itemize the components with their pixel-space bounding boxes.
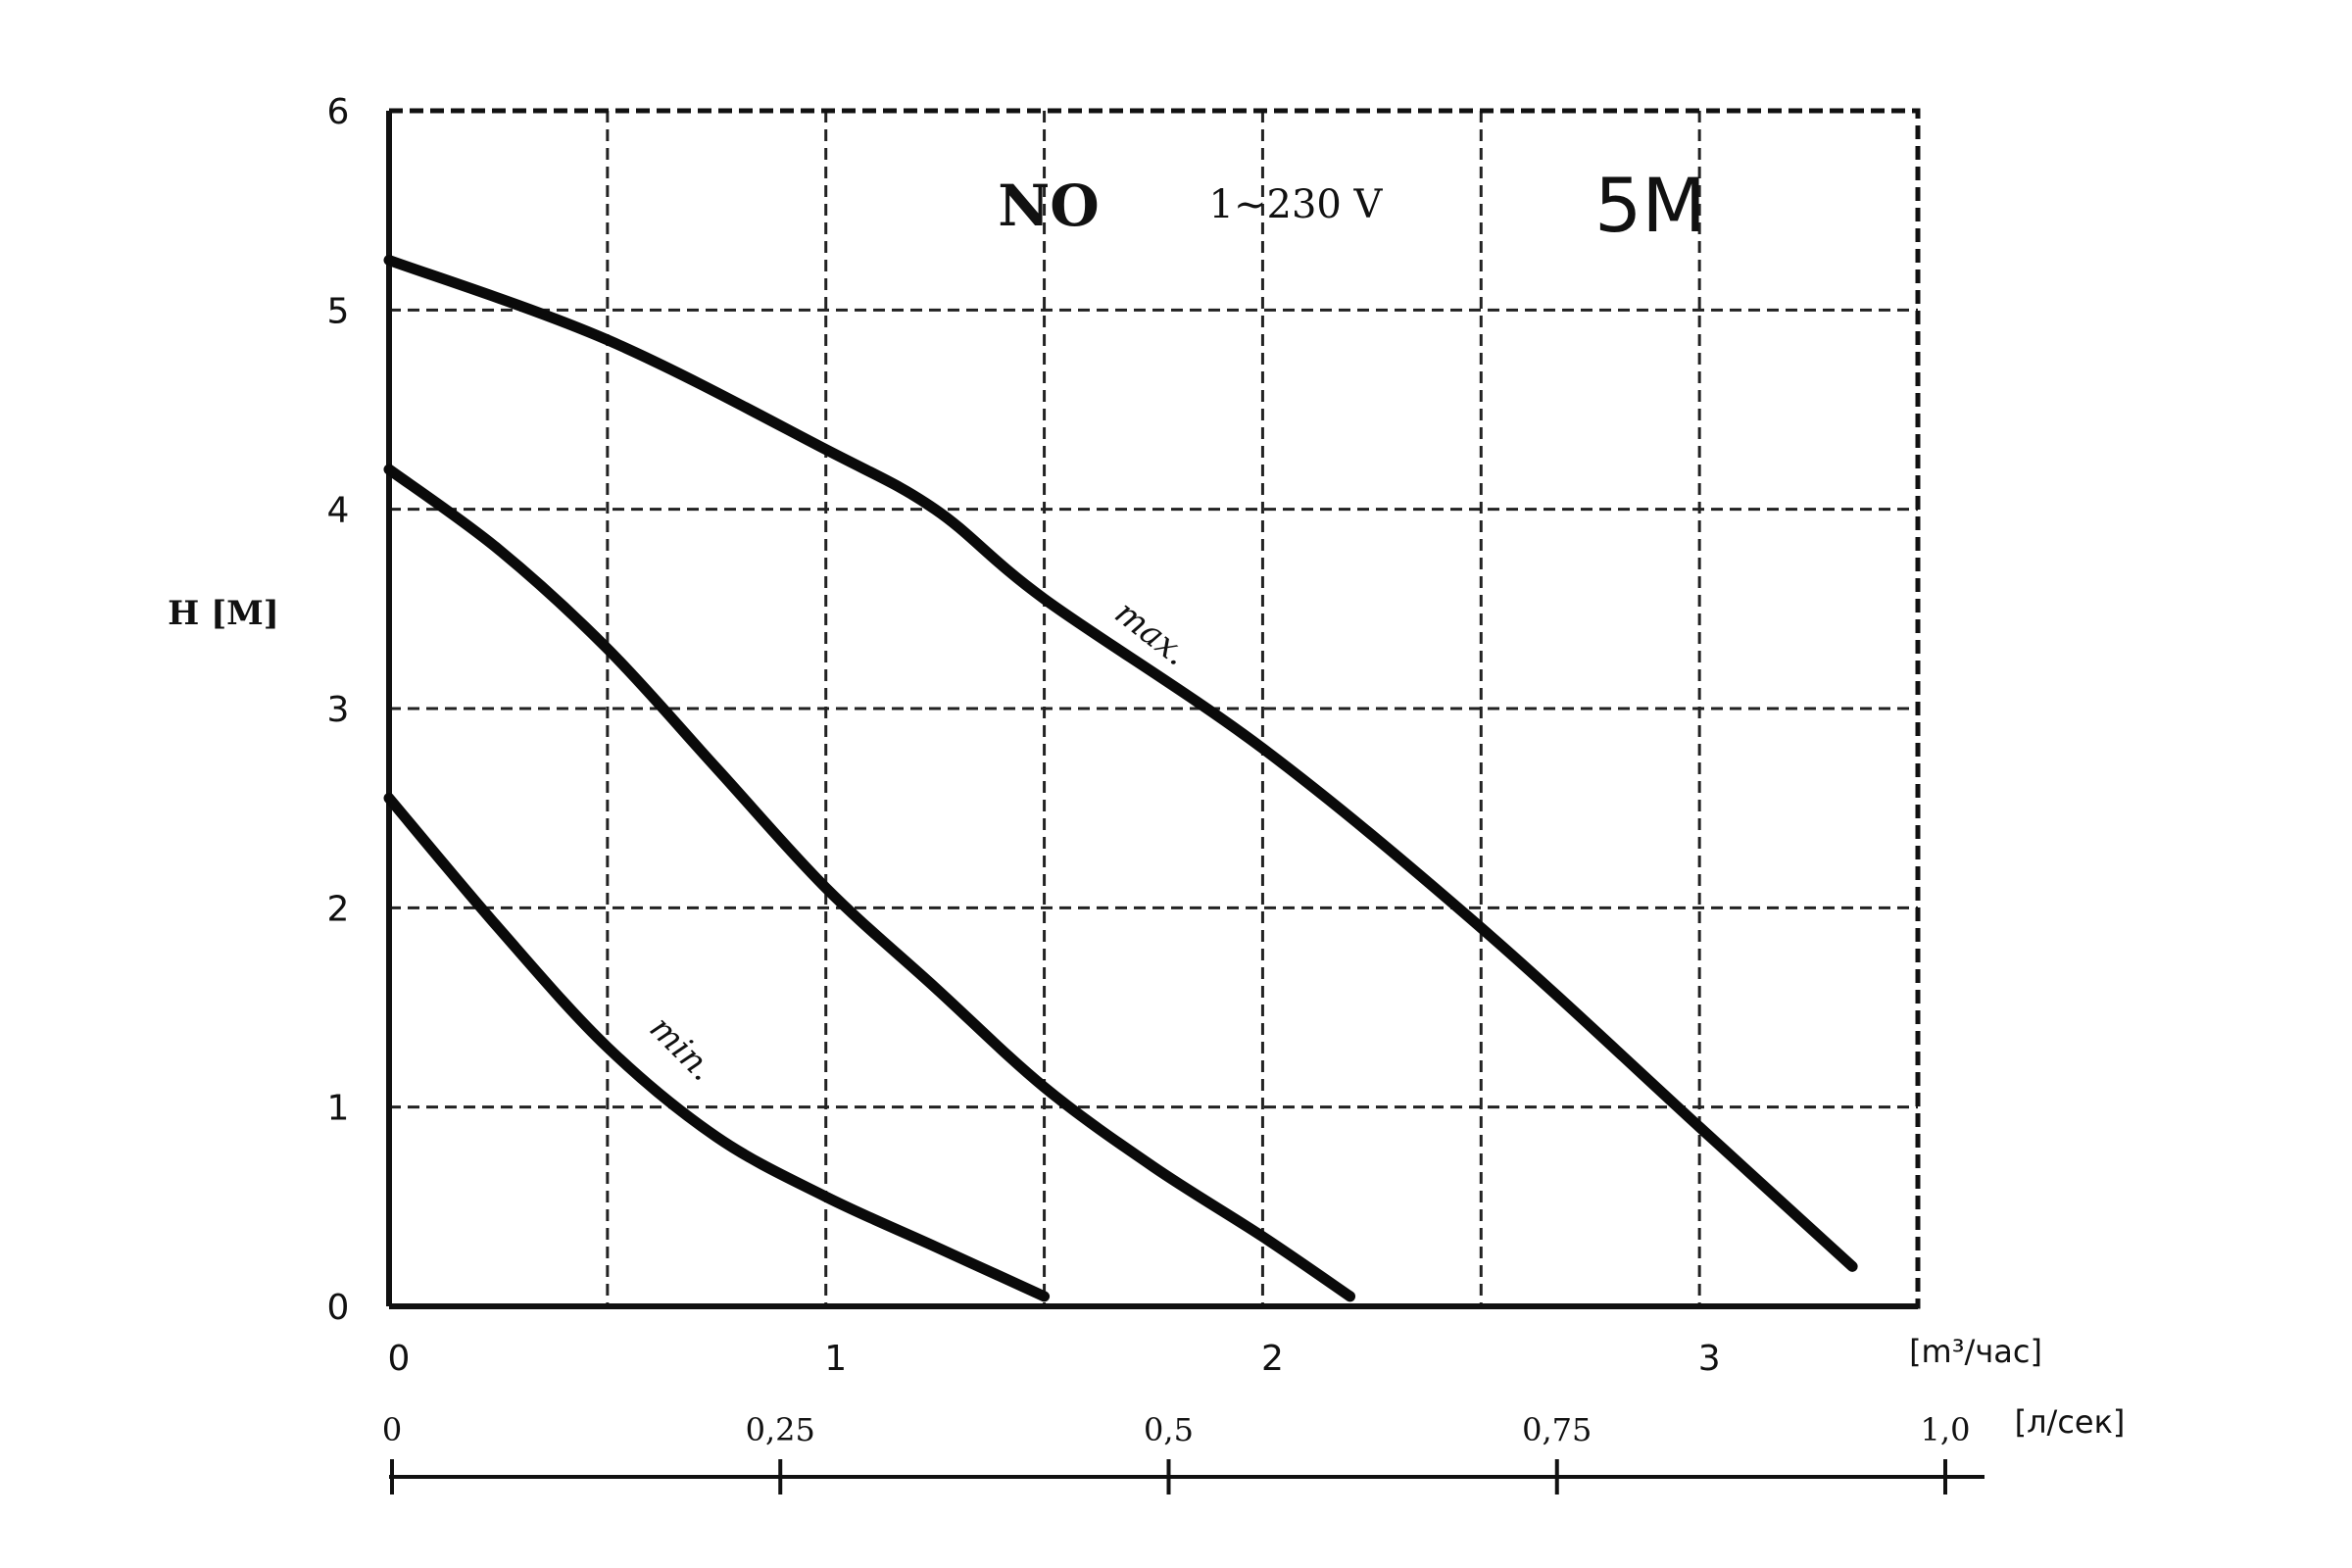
secondary-x-ticks: 0 0,25 0,5 0,75 1,0 bbox=[382, 1411, 1971, 1494]
y-tick-label: 0 bbox=[327, 1288, 350, 1328]
annotation-model: 5M bbox=[1594, 162, 1706, 249]
x-tick-label: 2 bbox=[1261, 1339, 1284, 1379]
x-tick-label: 1 bbox=[824, 1339, 847, 1379]
grid bbox=[389, 111, 1918, 1306]
curves bbox=[383, 255, 1858, 1302]
y-ticks: 0 1 2 3 4 5 6 bbox=[327, 92, 350, 1328]
secondary-tick-label: 0,25 bbox=[746, 1411, 815, 1448]
curve-label-max: max. bbox=[1107, 593, 1196, 673]
curve-label-min: min. bbox=[642, 1008, 722, 1089]
y-tick-label: 2 bbox=[327, 889, 350, 929]
series-max-curve bbox=[383, 255, 1858, 1272]
series-min-curve bbox=[383, 793, 1051, 1302]
y-tick-label: 6 bbox=[327, 92, 350, 132]
x-ticks: 0 1 2 3 bbox=[388, 1339, 1721, 1379]
secondary-tick-label: 0,5 bbox=[1144, 1411, 1194, 1448]
y-tick-label: 1 bbox=[327, 1089, 350, 1129]
y-tick-label: 3 bbox=[327, 690, 350, 730]
x-secondary-unit: [л/сек] bbox=[2015, 1403, 2126, 1441]
x-tick-label: 0 bbox=[388, 1339, 411, 1379]
x-tick-label: 3 bbox=[1698, 1339, 1721, 1379]
secondary-tick-label: 1,0 bbox=[1921, 1411, 1971, 1448]
y-tick-label: 5 bbox=[327, 291, 350, 331]
annotation-voltage: 1~230 V bbox=[1209, 182, 1384, 227]
y-tick-label: 4 bbox=[327, 491, 350, 531]
y-axis-label: H [M] bbox=[168, 594, 279, 633]
series-mid-curve bbox=[383, 464, 1356, 1302]
x-axis-unit: [m³/час] bbox=[1909, 1333, 2042, 1370]
secondary-tick-label: 0,75 bbox=[1522, 1411, 1592, 1448]
secondary-tick-label: 0 bbox=[382, 1411, 402, 1448]
annotation-no: NO bbox=[998, 172, 1100, 239]
